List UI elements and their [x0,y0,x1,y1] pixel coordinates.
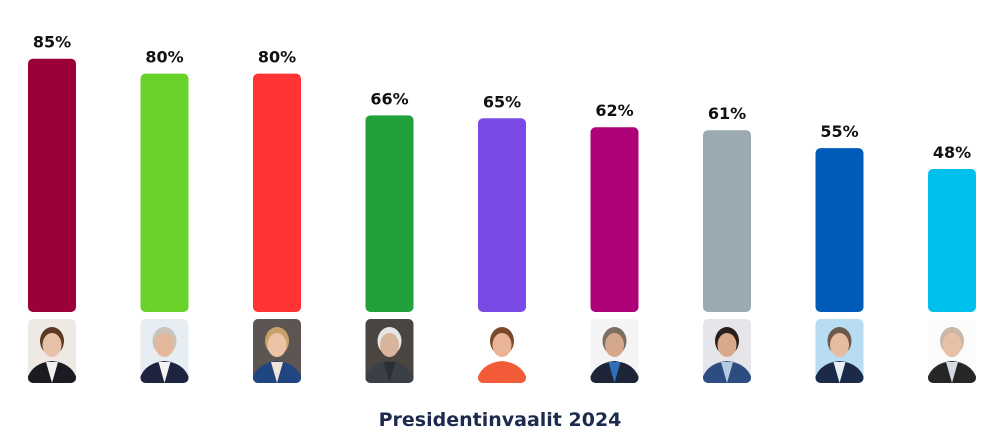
candidate-photo-6 [590,319,639,383]
candidate-photo-2 [140,319,189,383]
bar-5 [478,118,526,312]
bar-value-label: 61% [708,104,746,123]
bar-3 [253,73,301,312]
bar-value-label: 55% [820,122,858,141]
bar-6 [590,127,639,313]
chart-title: Presidentinvaalit 2024 [378,409,622,431]
bar-2 [140,73,189,312]
bar-9 [928,168,976,312]
candidate-photo-4 [365,319,414,383]
candidate-photo-1 [28,319,76,383]
bar-1 [28,58,76,313]
candidate-photo-3 [253,319,301,383]
bar-8 [815,148,864,312]
bar-value-label: 62% [595,101,633,120]
bar-value-label: 80% [258,48,296,67]
candidate-photo-7 [703,319,751,383]
bar-value-label: 65% [483,92,521,111]
candidate-photo-9 [928,319,976,383]
bar-value-label: 80% [145,48,183,67]
bar-value-label: 66% [370,89,408,108]
candidate-photo-5 [478,319,526,383]
bar-value-label: 85% [33,33,71,52]
bar-7 [703,130,751,312]
candidate-photo-8 [815,319,864,383]
bar-4 [365,115,414,312]
bar-value-label: 48% [933,143,971,162]
